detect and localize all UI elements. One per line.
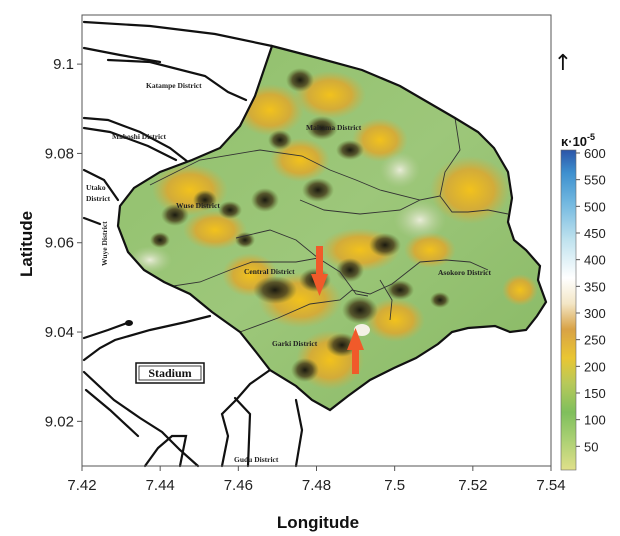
anomaly-highlights [128, 152, 446, 336]
colorbar-tick-label: 300 [584, 306, 606, 321]
district-boundaries [129, 117, 509, 346]
region-outline [116, 44, 548, 412]
label-central-district: Central District [244, 267, 295, 276]
anomaly-shadows [150, 68, 450, 382]
label-wuye-district: Wuye District [100, 221, 109, 266]
stadium-label: Stadium [135, 362, 205, 384]
colorbar-title: κ·10-5 [561, 132, 595, 149]
roundabout-marker [125, 320, 133, 326]
x-tick-label: 7.5 [384, 477, 405, 494]
north-arrow-icon: ↑ [554, 51, 572, 76]
x-axis-title: Longitude [277, 513, 359, 532]
x-axis: 7.42 7.44 7.46 7.48 7.5 7.52 7.54 Longitude [67, 465, 566, 532]
x-tick-label: 7.44 [146, 477, 175, 494]
anomaly-arrow-upper [311, 246, 328, 296]
x-tick-label: 7.46 [224, 477, 253, 494]
label-maboshi-district: Maboshi District [112, 132, 166, 141]
colorbar: κ·10-5 600 550 500 450 400 350 300 250 200 150 100… [560, 132, 606, 471]
colorbar-tick-label: 250 [584, 333, 606, 348]
label-wuse-district: Wuse District [176, 201, 220, 210]
colorbar-tick-label: 50 [584, 439, 598, 454]
y-tick-label: 9.04 [45, 324, 74, 341]
y-tick-label: 9.06 [45, 235, 74, 252]
label-asokoro-district: Asokoro District [438, 268, 491, 277]
anomaly-arrow-lower [347, 328, 364, 374]
y-tick-label: 9.02 [45, 413, 74, 430]
label-gudu-district: Gudu District [234, 455, 279, 464]
colorbar-tick-label: 450 [584, 226, 606, 241]
colorbar-tick-label: 400 [584, 253, 606, 268]
svg-text:Stadium: Stadium [148, 366, 191, 380]
x-tick-label: 7.54 [536, 477, 565, 494]
label-utako-district-line2: District [86, 194, 111, 203]
colorbar-gradient [560, 149, 577, 471]
colorbar-tick-label: 550 [584, 173, 606, 188]
colorbar-tick-label: 200 [584, 359, 606, 374]
colorbar-tick-label: 600 [584, 146, 606, 161]
colorbar-tick-label: 100 [584, 413, 606, 428]
label-utako-district-line1: Utako [86, 183, 106, 192]
y-tick-label: 9.08 [45, 145, 74, 162]
label-maitama-district: Maitama District [306, 123, 362, 132]
x-tick-label: 7.42 [67, 477, 96, 494]
colorbar-tick-label: 500 [584, 199, 606, 214]
y-axis: 9.1 9.08 9.06 9.04 9.02 Latitude [17, 56, 82, 430]
label-garki-district: Garki District [272, 339, 318, 348]
label-katampe-district: Katampe District [146, 81, 202, 90]
y-axis-title: Latitude [17, 211, 36, 277]
x-tick-label: 7.48 [302, 477, 331, 494]
y-tick-label: 9.1 [53, 56, 74, 73]
colorbar-tick-label: 350 [584, 279, 606, 294]
colorbar-tick-label: 150 [584, 386, 606, 401]
x-tick-label: 7.52 [458, 477, 487, 494]
